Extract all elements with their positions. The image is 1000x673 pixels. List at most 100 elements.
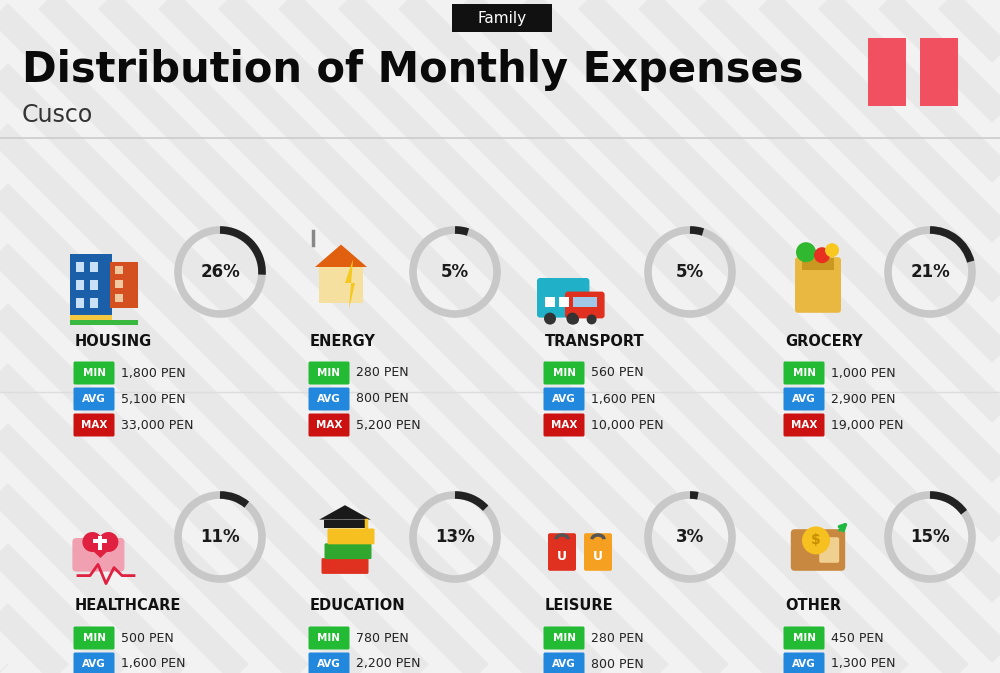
- Bar: [115, 267, 123, 274]
- Bar: [70, 315, 112, 321]
- Text: 19,000 PEN: 19,000 PEN: [831, 419, 904, 431]
- Text: HOUSING: HOUSING: [75, 334, 152, 349]
- Bar: [545, 297, 555, 307]
- Text: HEALTHCARE: HEALTHCARE: [75, 598, 181, 614]
- FancyBboxPatch shape: [584, 533, 612, 571]
- Bar: [98, 536, 102, 550]
- Text: EDUCATION: EDUCATION: [310, 598, 406, 614]
- Circle shape: [98, 532, 118, 552]
- FancyBboxPatch shape: [308, 388, 350, 411]
- Text: 1,600 PEN: 1,600 PEN: [121, 658, 186, 670]
- FancyBboxPatch shape: [308, 361, 350, 384]
- Text: 5,100 PEN: 5,100 PEN: [121, 392, 186, 406]
- Text: ENERGY: ENERGY: [310, 334, 376, 349]
- Bar: [324, 520, 366, 528]
- Text: MAX: MAX: [551, 420, 577, 430]
- FancyBboxPatch shape: [70, 254, 112, 316]
- Circle shape: [544, 312, 556, 324]
- Text: MIN: MIN: [318, 633, 340, 643]
- Circle shape: [566, 312, 578, 324]
- Text: LEISURE: LEISURE: [545, 598, 614, 614]
- FancyBboxPatch shape: [72, 538, 124, 571]
- FancyBboxPatch shape: [319, 267, 363, 303]
- FancyBboxPatch shape: [784, 388, 824, 411]
- FancyBboxPatch shape: [324, 543, 372, 559]
- Text: TRANSPORT: TRANSPORT: [545, 334, 645, 349]
- Text: 280 PEN: 280 PEN: [356, 367, 409, 380]
- Text: 800 PEN: 800 PEN: [356, 392, 409, 406]
- Bar: [573, 297, 597, 307]
- Bar: [115, 294, 123, 302]
- FancyBboxPatch shape: [868, 38, 906, 106]
- FancyBboxPatch shape: [784, 361, 824, 384]
- Bar: [76, 262, 84, 272]
- Text: 5,200 PEN: 5,200 PEN: [356, 419, 421, 431]
- FancyBboxPatch shape: [308, 653, 350, 673]
- FancyBboxPatch shape: [784, 627, 824, 649]
- FancyBboxPatch shape: [920, 38, 958, 106]
- Polygon shape: [315, 244, 367, 267]
- Text: 1,800 PEN: 1,800 PEN: [121, 367, 186, 380]
- FancyBboxPatch shape: [791, 529, 845, 571]
- Circle shape: [587, 314, 597, 324]
- FancyBboxPatch shape: [308, 413, 350, 437]
- Bar: [76, 298, 84, 308]
- Circle shape: [569, 314, 579, 324]
- Text: Cusco: Cusco: [22, 103, 93, 127]
- FancyBboxPatch shape: [74, 361, 114, 384]
- FancyBboxPatch shape: [544, 361, 584, 384]
- Text: 13%: 13%: [435, 528, 475, 546]
- FancyBboxPatch shape: [452, 4, 552, 32]
- Text: Distribution of Monthly Expenses: Distribution of Monthly Expenses: [22, 49, 804, 91]
- Text: 15%: 15%: [910, 528, 950, 546]
- Text: 1,000 PEN: 1,000 PEN: [831, 367, 896, 380]
- Text: MIN: MIN: [552, 633, 576, 643]
- FancyBboxPatch shape: [819, 537, 839, 563]
- FancyBboxPatch shape: [802, 258, 834, 270]
- Circle shape: [825, 243, 839, 257]
- Text: 500 PEN: 500 PEN: [121, 631, 174, 645]
- FancyBboxPatch shape: [74, 388, 114, 411]
- Text: 560 PEN: 560 PEN: [591, 367, 644, 380]
- Text: MIN: MIN: [82, 633, 106, 643]
- Text: GROCERY: GROCERY: [785, 334, 863, 349]
- Text: 21%: 21%: [910, 263, 950, 281]
- Text: 33,000 PEN: 33,000 PEN: [121, 419, 194, 431]
- Bar: [90, 280, 98, 290]
- Polygon shape: [83, 542, 117, 558]
- Text: 1,600 PEN: 1,600 PEN: [591, 392, 656, 406]
- Text: MAX: MAX: [81, 420, 107, 430]
- Bar: [70, 320, 138, 325]
- Circle shape: [814, 247, 830, 263]
- FancyBboxPatch shape: [544, 388, 584, 411]
- FancyBboxPatch shape: [308, 627, 350, 649]
- Text: 1,300 PEN: 1,300 PEN: [831, 658, 896, 670]
- Text: 2,200 PEN: 2,200 PEN: [356, 658, 420, 670]
- Text: AVG: AVG: [82, 394, 106, 404]
- Text: AVG: AVG: [82, 659, 106, 669]
- FancyBboxPatch shape: [74, 413, 114, 437]
- Text: 5%: 5%: [676, 263, 704, 281]
- Text: AVG: AVG: [317, 394, 341, 404]
- Circle shape: [802, 526, 830, 555]
- FancyBboxPatch shape: [795, 257, 841, 313]
- Text: $: $: [811, 534, 821, 547]
- FancyBboxPatch shape: [322, 558, 368, 574]
- Text: Family: Family: [477, 11, 527, 26]
- Text: AVG: AVG: [552, 394, 576, 404]
- Bar: [76, 280, 84, 290]
- FancyBboxPatch shape: [74, 653, 114, 673]
- Text: MAX: MAX: [791, 420, 817, 430]
- Bar: [115, 280, 123, 288]
- FancyBboxPatch shape: [784, 653, 824, 673]
- Text: 5%: 5%: [441, 263, 469, 281]
- FancyBboxPatch shape: [544, 627, 584, 649]
- FancyBboxPatch shape: [784, 413, 824, 437]
- Bar: [90, 298, 98, 308]
- Text: MIN: MIN: [82, 368, 106, 378]
- FancyBboxPatch shape: [544, 413, 584, 437]
- Text: U: U: [557, 549, 567, 563]
- Circle shape: [796, 242, 816, 262]
- Bar: [93, 539, 107, 543]
- Text: OTHER: OTHER: [785, 598, 841, 614]
